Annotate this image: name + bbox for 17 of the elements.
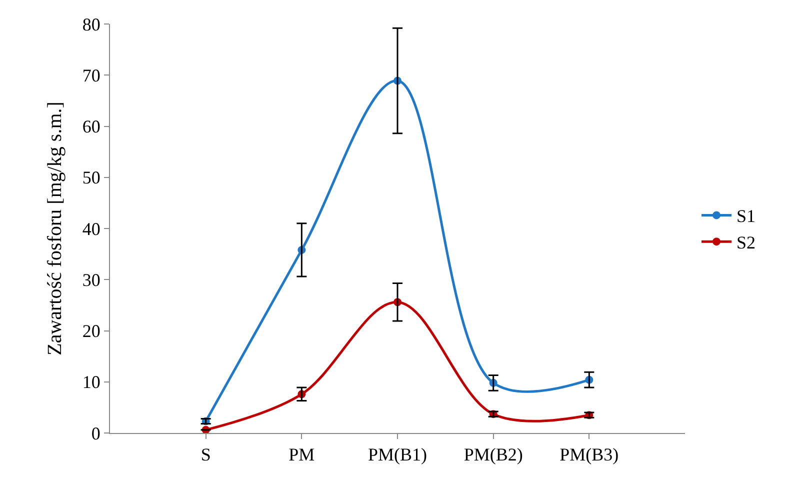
x-tick-label: PM(B1) [368, 444, 428, 465]
x-tick-label: PM(B3) [560, 444, 619, 465]
y-tick-label: 40 [82, 218, 100, 239]
y-tick-label: 20 [82, 321, 100, 342]
y-tick-label: 80 [82, 14, 100, 34]
y-tick-label: 30 [82, 270, 100, 290]
y-tick-label: 60 [82, 116, 100, 137]
x-tick-label: S [200, 444, 211, 465]
x-tick-label: PM(B2) [464, 444, 523, 465]
y-tick-label: 50 [82, 168, 100, 188]
legend-label: S1 [736, 206, 756, 226]
y-axis-title: Zawartość fosforu [mg/kg s.m.] [44, 102, 66, 356]
y-tick-label: 0 [91, 423, 100, 444]
legend-label: S2 [736, 232, 756, 253]
x-tick-label: PM [288, 444, 315, 465]
y-tick-label: 70 [82, 65, 100, 86]
y-tick-label: 10 [82, 372, 100, 392]
